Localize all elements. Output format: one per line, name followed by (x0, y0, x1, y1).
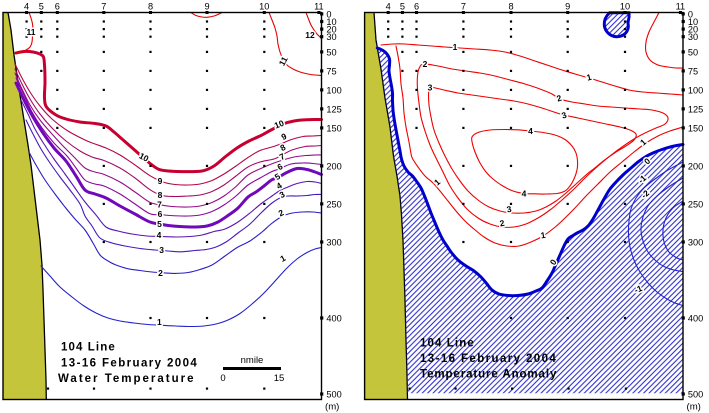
svg-text:9: 9 (280, 131, 289, 142)
svg-text:13-16 February 2004: 13-16 February 2004 (61, 358, 198, 370)
svg-text:30: 30 (688, 32, 698, 42)
svg-text:200: 200 (326, 161, 341, 171)
svg-text:8: 8 (148, 2, 153, 12)
svg-text:0: 0 (688, 9, 693, 19)
svg-text:3: 3 (560, 110, 568, 121)
svg-text:1: 1 (453, 42, 458, 52)
svg-text:6: 6 (55, 2, 60, 12)
svg-text:10: 10 (259, 2, 269, 12)
svg-text:6: 6 (158, 209, 163, 219)
svg-text:400: 400 (688, 313, 703, 323)
svg-text:7: 7 (461, 2, 466, 12)
svg-text:30: 30 (326, 32, 336, 42)
svg-text:50: 50 (326, 47, 336, 57)
svg-text:2: 2 (158, 268, 163, 278)
svg-text:250: 250 (688, 199, 703, 209)
svg-text:15: 15 (274, 373, 285, 384)
svg-text:3: 3 (506, 204, 513, 215)
svg-text:500: 500 (326, 389, 341, 399)
svg-text:2: 2 (277, 207, 286, 218)
svg-text:2: 2 (555, 93, 563, 104)
svg-text:75: 75 (688, 66, 698, 76)
svg-text:10: 10 (326, 17, 336, 27)
svg-text:4: 4 (24, 2, 29, 12)
svg-text:1: 1 (157, 317, 162, 327)
svg-text:2: 2 (423, 59, 428, 69)
svg-text:3: 3 (428, 83, 433, 93)
svg-text:0: 0 (220, 373, 225, 384)
svg-text:9: 9 (158, 176, 163, 186)
svg-text:500: 500 (688, 389, 703, 399)
svg-text:0: 0 (326, 9, 331, 19)
svg-text:200: 200 (688, 161, 703, 171)
svg-text:100: 100 (688, 85, 703, 95)
svg-text:8: 8 (158, 190, 163, 200)
svg-text:4: 4 (386, 2, 391, 12)
svg-text:5: 5 (157, 219, 162, 229)
svg-text:125: 125 (688, 104, 703, 114)
svg-text:125: 125 (326, 104, 341, 114)
svg-text:400: 400 (326, 313, 341, 323)
svg-text:75: 75 (326, 66, 336, 76)
svg-text:4: 4 (157, 230, 162, 240)
svg-text:150: 150 (326, 123, 341, 133)
svg-text:4: 4 (522, 189, 527, 199)
svg-text:11: 11 (314, 2, 324, 12)
svg-text:250: 250 (326, 199, 341, 209)
svg-text:1: 1 (585, 72, 592, 83)
svg-text:(m): (m) (687, 402, 701, 413)
svg-text:1: 1 (540, 230, 547, 241)
svg-text:4: 4 (528, 126, 533, 136)
svg-text:20: 20 (688, 25, 698, 35)
svg-text:6: 6 (414, 2, 419, 12)
svg-text:9: 9 (204, 2, 209, 12)
svg-text:12: 12 (305, 30, 315, 40)
svg-text:10: 10 (688, 17, 698, 27)
svg-text:nmile: nmile (241, 355, 264, 366)
svg-text:300: 300 (326, 237, 341, 247)
svg-text:5: 5 (39, 2, 44, 12)
svg-text:10: 10 (620, 2, 630, 12)
svg-text:11: 11 (676, 2, 686, 12)
svg-text:Temperature Anomaly: Temperature Anomaly (420, 369, 557, 381)
svg-text:2: 2 (499, 218, 506, 229)
svg-text:100: 100 (326, 85, 341, 95)
svg-text:Water Temperature: Water Temperature (58, 373, 196, 385)
svg-text:8: 8 (508, 2, 513, 12)
svg-text:(m): (m) (325, 402, 339, 413)
svg-text:300: 300 (688, 237, 703, 247)
svg-text:20: 20 (326, 25, 336, 35)
svg-text:13-16 February 2004: 13-16 February 2004 (420, 353, 557, 365)
svg-text:104 Line: 104 Line (420, 338, 475, 350)
svg-text:7: 7 (101, 2, 106, 12)
svg-text:9: 9 (565, 2, 570, 12)
svg-text:50: 50 (688, 47, 698, 57)
svg-text:5: 5 (400, 2, 405, 12)
svg-text:3: 3 (159, 245, 164, 255)
svg-text:7: 7 (157, 200, 162, 210)
svg-text:11: 11 (27, 27, 36, 37)
svg-text:150: 150 (688, 123, 703, 133)
svg-text:104 Line: 104 Line (61, 342, 116, 354)
